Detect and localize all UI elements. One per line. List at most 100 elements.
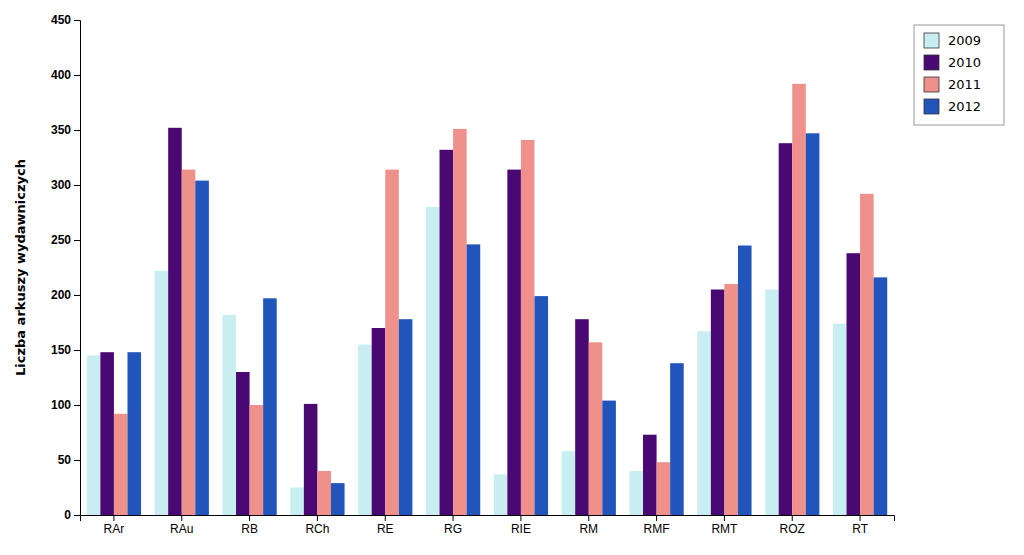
legend-swatch [924,77,939,92]
bar [860,194,874,515]
tick-mark [113,515,114,521]
tick: 450 [51,13,80,27]
bar [521,140,535,515]
y-axis-title: Liczba arkuszy wydawniczych [13,159,28,376]
tick-mark [181,515,182,521]
tick-label: RAr [104,522,125,536]
tick-mark [724,515,725,521]
tick-mark [656,515,657,521]
legend-item: 2012 [924,99,981,114]
bar [589,342,603,515]
bar [440,150,454,515]
legend: 2009 2010 2011 2012 [914,25,1004,125]
tick: RM [579,515,598,536]
tick-label: RMF [644,522,670,536]
tick-mark [249,515,250,521]
tick: 150 [51,343,80,357]
bar [263,298,277,515]
bar [657,462,671,515]
bar [738,246,752,516]
tick-label: RIE [511,522,531,536]
tick-mark [74,405,80,406]
bar [602,401,616,515]
axis-line [74,21,81,516]
tick-mark [74,515,80,516]
tick: RMF [644,515,670,536]
y-axis: 050100150200250300350400450 [51,13,81,522]
tick-label: 100 [51,398,71,412]
tick: 300 [51,178,80,192]
bar [372,328,386,515]
tick: RCh [305,515,329,536]
legend-swatch [924,99,939,114]
tick: ROZ [780,515,805,536]
bar [562,451,576,515]
tick-label: 450 [51,13,71,27]
tick: 400 [51,68,80,82]
tick-label: RCh [305,522,329,536]
legend-swatch [924,55,939,70]
tick-label: 400 [51,68,71,82]
bar [426,207,440,515]
tick-label: 200 [51,288,71,302]
bar [168,128,182,515]
bar [195,181,209,515]
tick-label: 300 [51,178,71,192]
series [127,133,887,515]
bar [494,474,508,515]
tick: RE [377,515,394,536]
bar [304,404,318,515]
bar [874,277,888,515]
bar [833,324,847,515]
bar [127,352,141,515]
legend-item: 2010 [924,55,981,70]
tick-label: 150 [51,343,71,357]
plot: RArRAuRBRChRERGRIERMRMFRMTROZRT050100150… [13,13,895,535]
bar [87,356,101,516]
legend-item: 2009 [924,33,981,48]
tick: 50 [58,453,80,467]
series [114,84,874,515]
bar [697,331,711,515]
tick-mark [74,130,80,131]
bar [114,414,128,515]
bar [467,244,481,515]
tick-mark [317,515,318,521]
tick-mark [792,515,793,521]
bar [155,271,169,515]
tick-mark [74,240,80,241]
tick-label: RMT [711,522,738,536]
bar [358,345,372,516]
tick: 100 [51,398,80,412]
tick-mark [453,515,454,521]
bar [182,170,196,515]
bar [711,290,725,516]
bar [847,253,861,515]
bar [792,84,806,515]
bar [534,296,548,515]
tick: 250 [51,233,80,247]
bar [222,315,236,515]
bar [765,290,779,516]
bar [236,372,250,515]
legend-label: 2011 [948,77,981,92]
tick-mark [860,515,861,521]
bar [100,352,114,515]
bar [806,133,820,515]
bar [290,488,304,516]
tick-label: RM [579,522,598,536]
tick-label: RB [241,522,258,536]
tick-mark [74,75,80,76]
tick-label: 250 [51,233,71,247]
bar [507,170,521,515]
tick-mark [74,185,80,186]
tick: 200 [51,288,80,302]
bar [399,319,413,515]
tick-label: RAu [170,522,193,536]
tick-label: RG [444,522,462,536]
tick: RAr [104,515,125,536]
chart: RArRAuRBRChRERGRIERMRMFRMTROZRT050100150… [0,0,1024,555]
tick: 350 [51,123,80,137]
bar [670,363,684,515]
bar [385,170,399,515]
